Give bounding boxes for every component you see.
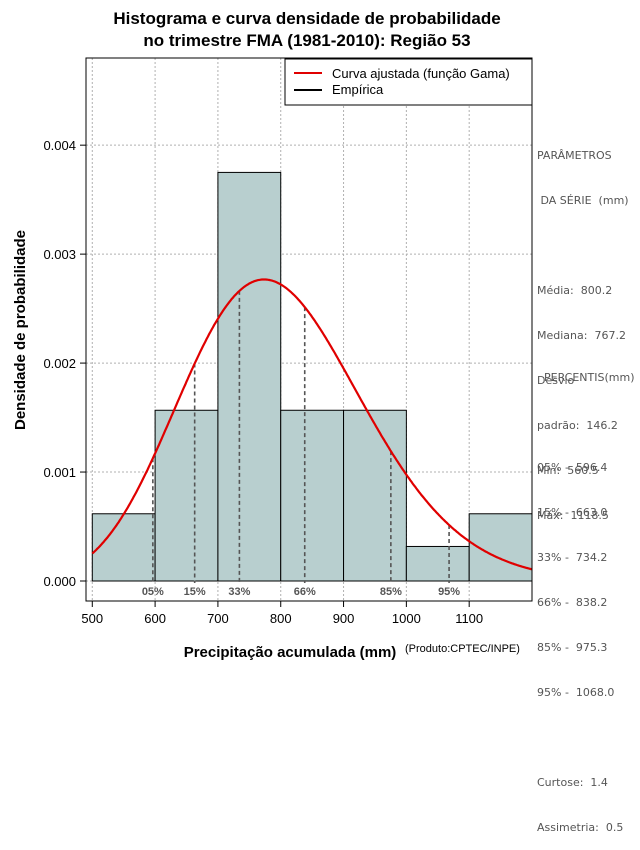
histogram-bar bbox=[154, 409, 219, 582]
x-tick-label: 700 bbox=[207, 611, 229, 626]
percentile-label: 15% bbox=[184, 586, 206, 598]
percentile-label: 95% bbox=[438, 586, 460, 598]
histogram-chart: Histograma e curva densidade de probabil… bbox=[12, 9, 533, 660]
histogram-bar bbox=[217, 171, 282, 582]
parameters-panel: PARÂMETROS DA SÉRIE (mm) Média: 800.2 Me… bbox=[537, 118, 629, 538]
y-tick-label: 0.003 bbox=[43, 247, 76, 262]
x-tick-label: 600 bbox=[144, 611, 166, 626]
param-max: Máx: 1118.5 bbox=[537, 509, 609, 522]
percentile-label: 66% bbox=[294, 586, 316, 598]
y-tick-label: 0.000 bbox=[43, 574, 76, 589]
param-sd-label: Desvio bbox=[537, 374, 575, 387]
histogram-bar bbox=[405, 545, 470, 582]
x-tick-label: 1000 bbox=[392, 611, 421, 626]
percentile-15: 15% - 663.0 bbox=[537, 506, 608, 519]
histogram-bar bbox=[91, 513, 156, 582]
percentile-markers: 05% 15% 33% 66% 85% 95% bbox=[142, 290, 460, 598]
x-tick-label: 500 bbox=[81, 611, 103, 626]
percentile-33: 33% - 734.2 bbox=[537, 551, 608, 564]
param-sd-value: padrão: 146.2 bbox=[537, 419, 618, 432]
x-tick-label: 1100 bbox=[455, 611, 483, 626]
param-median: Mediana: 767.2 bbox=[537, 329, 626, 342]
histogram-bars bbox=[91, 171, 533, 582]
plot-frame bbox=[85, 57, 533, 602]
y-tick-label: 0.001 bbox=[43, 465, 76, 480]
kurtosis: Curtose: 1.4 bbox=[537, 776, 608, 789]
parameters-subtitle: DA SÉRIE (mm) bbox=[537, 194, 629, 207]
percentile-label: 33% bbox=[228, 586, 250, 598]
chart-title-line2: no trimestre FMA (1981-2010): Região 53 bbox=[143, 31, 470, 50]
histogram-bar bbox=[280, 409, 345, 582]
gamma-curve bbox=[91, 278, 533, 571]
parameters-title: PARÂMETROS bbox=[537, 149, 612, 162]
percentile-05: 05% - 596.4 bbox=[537, 461, 608, 474]
y-tick-label: 0.002 bbox=[43, 356, 76, 371]
x-tick-label: 800 bbox=[270, 611, 292, 626]
gamma-curve-layer bbox=[91, 278, 533, 571]
percentiles-title: PERCENTIS(mm) bbox=[544, 371, 635, 384]
percentile-label: 85% bbox=[380, 586, 402, 598]
y-tick-label: 0.004 bbox=[43, 138, 76, 153]
legend-empirical-label: Empírica bbox=[332, 82, 384, 97]
x-axis-label: Precipitação acumulada (mm) bbox=[184, 644, 397, 660]
histogram-bar bbox=[343, 409, 407, 582]
percentile-label: 05% bbox=[142, 586, 164, 598]
y-axis-label: Densidade de probabilidade bbox=[12, 230, 29, 430]
skewness: Assimetria: 0.5 bbox=[537, 821, 624, 834]
param-min: Mín: 560.5 bbox=[537, 464, 599, 477]
axes: 500 600 700 800 900 1000 1100 0.000 0.001 0.002 0.… bbox=[43, 57, 533, 626]
x-tick-label: 900 bbox=[333, 611, 355, 626]
param-mean: Média: 800.2 bbox=[537, 284, 613, 297]
percentile-95: 95% - 1068.0 bbox=[537, 686, 615, 699]
percentile-66: 66% - 838.2 bbox=[537, 596, 608, 609]
legend-curve-label: Curva ajustada (função Gama) bbox=[332, 66, 510, 81]
product-credit: (Produto:CPTEC/INPE) bbox=[405, 643, 520, 655]
percentile-85: 85% - 975.3 bbox=[537, 641, 608, 654]
percentiles-panel: PERCENTIS(mm) 05% - 596.4 15% - 663.0 33… bbox=[537, 340, 635, 850]
chart-title-line1: Histograma e curva densidade de probabil… bbox=[113, 9, 500, 28]
legend: Curva ajustada (função Gama) Empírica bbox=[284, 58, 533, 106]
legend-box bbox=[284, 58, 533, 106]
